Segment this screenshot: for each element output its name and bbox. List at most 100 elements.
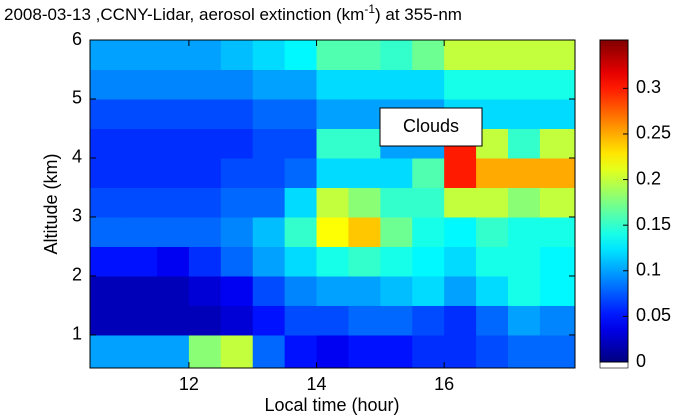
colorbar-tick-label: 0.1 <box>636 260 661 280</box>
heatmap-cell <box>444 334 477 369</box>
heatmap-cell <box>252 334 286 369</box>
heatmap-cell <box>90 187 126 218</box>
heatmap-cell <box>507 40 541 70</box>
y-tick-label: 3 <box>72 206 82 226</box>
heatmap-cell <box>316 246 349 277</box>
colorbar-tick-label: 0.25 <box>636 123 671 143</box>
heatmap-cell <box>90 275 126 306</box>
heatmap-cell <box>125 305 158 336</box>
heatmap-cell <box>380 334 413 369</box>
heatmap-cell <box>380 216 413 247</box>
heatmap-cell <box>90 305 126 336</box>
heatmap-cell <box>284 305 318 336</box>
heatmap-cell <box>90 69 126 100</box>
heatmap-cell <box>380 40 413 70</box>
heatmap-cell <box>90 98 126 129</box>
heatmap-cell <box>348 334 381 369</box>
heatmap-cell <box>90 216 126 247</box>
heatmap-cell <box>539 275 576 306</box>
heatmap-cell <box>125 157 158 188</box>
colorbar-nan <box>599 361 629 369</box>
heatmap-cell <box>252 69 286 100</box>
heatmap-cell <box>90 246 126 277</box>
heatmap-cell <box>507 334 541 369</box>
heatmap-cell <box>157 334 190 369</box>
heatmap-cell <box>316 305 349 336</box>
heatmap-cell <box>539 216 576 247</box>
heatmap-cell <box>252 275 286 306</box>
heatmap-cell <box>380 157 413 188</box>
heatmap-cell <box>507 69 541 100</box>
heatmap-cell <box>412 334 445 369</box>
heatmap-cell <box>220 69 254 100</box>
heatmap-cell <box>284 275 318 306</box>
heatmap-cell <box>348 187 381 218</box>
heatmap-cell <box>316 157 349 188</box>
colorbar <box>600 40 628 362</box>
heatmap-cell <box>348 305 381 336</box>
heatmap-cell <box>284 98 318 129</box>
heatmap-cell <box>220 157 254 188</box>
heatmap-cell <box>539 69 576 100</box>
heatmap-cell <box>348 98 381 129</box>
heatmap-cell <box>157 157 190 188</box>
annotation-box <box>379 107 483 147</box>
heatmap <box>90 40 576 369</box>
heatmap-cell <box>188 157 222 188</box>
heatmap-cell <box>125 40 158 70</box>
heatmap-cell <box>316 334 349 369</box>
heatmap-cell <box>444 216 477 247</box>
heatmap-cell <box>252 128 286 159</box>
heatmap-cell <box>316 216 349 247</box>
heatmap-cell <box>444 69 477 100</box>
y-axis-label: Altitude (km) <box>41 153 61 254</box>
heatmap-cell <box>252 40 286 70</box>
plot-frame <box>89 39 576 369</box>
heatmap-cell <box>348 157 381 188</box>
heatmap-cell <box>507 187 541 218</box>
heatmap-cell <box>188 69 222 100</box>
heatmap-cell <box>412 40 445 70</box>
heatmap-cell <box>157 275 190 306</box>
heatmap-cell <box>507 275 541 306</box>
heatmap-cell <box>157 187 190 218</box>
heatmap-cell <box>539 246 576 277</box>
heatmap-cell <box>476 305 509 336</box>
heatmap-cell <box>412 157 445 188</box>
heatmap-cell <box>348 40 381 70</box>
heatmap-cell <box>316 187 349 218</box>
x-tick-label: 16 <box>434 374 454 394</box>
heatmap-cell <box>348 216 381 247</box>
chart-title: 2008-03-13 ,CCNY-Lidar, aerosol extincti… <box>4 2 462 24</box>
heatmap-cell <box>157 128 190 159</box>
heatmap-cell <box>476 69 509 100</box>
colorbar-tick-label: 0 <box>636 351 646 371</box>
heatmap-cell <box>507 98 541 129</box>
heatmap-cell <box>157 98 190 129</box>
heatmap-cell <box>90 40 126 70</box>
heatmap-cell <box>412 246 445 277</box>
heatmap-cell <box>125 275 158 306</box>
annotation: Clouds <box>403 116 459 136</box>
y-tick-label: 4 <box>72 147 82 167</box>
heatmap-cell <box>348 69 381 100</box>
heatmap-cell <box>252 187 286 218</box>
heatmap-cell <box>220 128 254 159</box>
heatmap-cell <box>284 216 318 247</box>
heatmap-cell <box>380 246 413 277</box>
colorbar-tick-label: 0.05 <box>636 305 671 325</box>
heatmap-cell <box>380 275 413 306</box>
heatmap-cell <box>316 128 349 159</box>
title-part: ) at 355-nm <box>375 5 462 24</box>
heatmap-cell <box>220 216 254 247</box>
heatmap-cell <box>412 69 445 100</box>
heatmap-cell <box>476 187 509 218</box>
heatmap-cell <box>125 128 158 159</box>
heatmap-cell <box>252 305 286 336</box>
heatmap-cell <box>220 275 254 306</box>
heatmap-cell <box>539 334 576 369</box>
heatmap-cell <box>444 305 477 336</box>
heatmap-cell <box>444 187 477 218</box>
heatmap-cell <box>476 157 509 188</box>
